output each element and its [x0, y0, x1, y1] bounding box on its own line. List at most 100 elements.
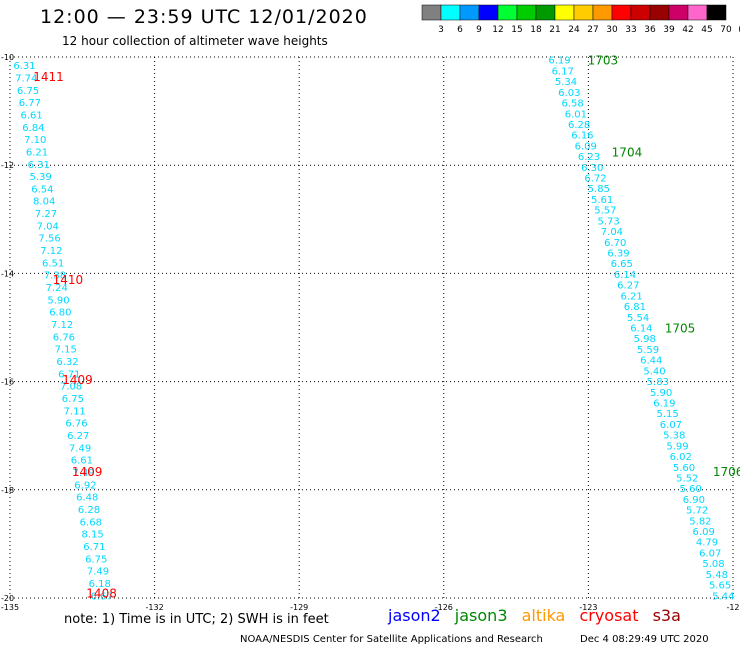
swh-value-jason3: 6.58 — [561, 99, 583, 110]
swh-value-cryosat: 6.67 — [90, 591, 112, 602]
swh-value-jason3: 6.17 — [552, 66, 574, 77]
swh-value-jason3: 6.39 — [607, 249, 629, 260]
credit-line: NOAA/NESDIS Center for Satellite Applica… — [240, 634, 543, 645]
swh-value-jason3: 5.99 — [666, 441, 688, 452]
swh-value-jason3: 5.82 — [689, 516, 711, 527]
color-scale-label: 21 — [549, 25, 560, 35]
units-note: note: 1) Time is in UTC; 2) SWH is in fe… — [64, 612, 329, 627]
y-tick-label: -18 — [1, 486, 14, 495]
pass-label-jason3: 1705 — [665, 322, 696, 336]
swh-value-jason3: 5.52 — [676, 473, 698, 484]
swh-value-jason3: 5.15 — [657, 409, 679, 420]
swh-value-cryosat: 6.92 — [74, 480, 96, 491]
swh-value-cryosat: 6.76 — [65, 419, 87, 430]
x-tick-label: -123 — [579, 603, 597, 612]
swh-value-cryosat: 7.49 — [87, 567, 109, 578]
generation-timestamp: Dec 4 08:29:49 UTC 2020 — [580, 634, 709, 645]
swh-value-jason3: 6.65 — [611, 259, 633, 270]
swh-value-cryosat: 6.31 — [28, 160, 50, 171]
legend-altika: altika — [521, 606, 566, 625]
swh-value-cryosat: 6.71 — [83, 542, 105, 553]
swh-value-jason3: 6.19 — [653, 398, 675, 409]
color-scale-label: 45 — [701, 25, 712, 35]
swh-value-jason3: 5.40 — [643, 366, 665, 377]
color-scale-label: 30 — [606, 25, 618, 35]
color-scale-label: 12 — [492, 25, 503, 35]
color-scale-label: 3 — [438, 25, 444, 35]
swh-value-jason3: 6.90 — [683, 495, 705, 506]
swh-value-jason3: 5.34 — [555, 77, 577, 88]
color-scale-label: 9 — [476, 25, 482, 35]
swh-value-cryosat: 7.12 — [40, 246, 62, 257]
swh-value-cryosat: 6.75 — [85, 554, 107, 565]
swh-value-cryosat: 7.11 — [64, 406, 86, 417]
legend-jason2: jason2 — [388, 606, 441, 625]
color-scale-label: 70 — [720, 25, 732, 35]
x-tick-label: -135 — [1, 603, 19, 612]
swh-value-jason3: 5.60 — [673, 463, 695, 474]
swh-value-cryosat: 6.51 — [42, 258, 64, 269]
swh-value-cryosat: 6.27 — [67, 431, 89, 442]
swh-value-cryosat: 8.15 — [81, 530, 103, 541]
swh-value-jason3: 5.48 — [706, 570, 728, 581]
swh-value-jason3: 5.61 — [591, 195, 613, 206]
swh-value-jason3: 6.21 — [620, 291, 642, 302]
swh-value-jason3: 5.65 — [709, 581, 731, 592]
color-scale-label: 24 — [568, 25, 580, 35]
swh-value-jason3: 6.70 — [604, 238, 626, 249]
swh-value-cryosat: 6.32 — [56, 357, 78, 368]
swh-value-jason3: 5.08 — [702, 559, 724, 570]
swh-value-cryosat: 6.75 — [17, 86, 39, 97]
x-tick-label: -126 — [435, 603, 453, 612]
pass-label-cryosat: 1408 — [86, 587, 117, 601]
pass-label-cryosat: 1411 — [33, 70, 64, 84]
swh-value-cryosat: 7.49 — [69, 443, 91, 454]
swh-value-cryosat: 7.15 — [55, 345, 77, 356]
swh-value-jason3: 7.04 — [601, 227, 623, 238]
swh-value-jason3: 5.60 — [679, 484, 701, 495]
swh-value-cryosat: 6.75 — [62, 394, 84, 405]
satellite-legend: jason2 jason3 altika cryosat s3a — [388, 606, 690, 625]
pass-label-cryosat: 1409 — [72, 465, 103, 479]
swh-value-jason3: 5.98 — [634, 334, 656, 345]
swh-value-cryosat: 6.76 — [53, 332, 75, 343]
swh-value-jason3: 5.72 — [686, 506, 708, 517]
legend-jason3: jason3 — [454, 606, 508, 625]
pass-label-jason3: 1706 — [713, 465, 740, 479]
chart-subtitle: 12 hour collection of altimeter wave hei… — [62, 34, 328, 48]
color-scale-label: 39 — [663, 25, 675, 35]
color-scale-label: 36 — [644, 25, 656, 35]
swh-value-jason3: 5.57 — [594, 206, 616, 217]
swh-value-jason3: 6.28 — [568, 120, 590, 131]
color-scale-label: 42 — [682, 25, 693, 35]
swh-value-jason3: 6.14 — [614, 270, 636, 281]
chart-title: 12:00 — 23:59 UTC 12/01/2020 — [40, 6, 368, 28]
swh-value-cryosat: 6.61 — [71, 456, 93, 467]
x-tick-label: -129 — [290, 603, 308, 612]
swh-value-cryosat: 6.28 — [78, 505, 100, 516]
swh-value-jason3: 6.81 — [624, 302, 646, 313]
swh-value-jason3: 5.90 — [650, 388, 672, 399]
swh-value-jason3: 6.09 — [693, 527, 715, 538]
pass-label-jason3: 1703 — [588, 54, 619, 68]
swh-value-cryosat: 6.18 — [89, 579, 111, 590]
swh-value-cryosat: 6.71 — [58, 369, 80, 380]
color-scale-label: 15 — [511, 25, 522, 35]
swh-value-jason3: 6.02 — [670, 452, 692, 463]
swh-value-cryosat: 7.04 — [37, 221, 59, 232]
swh-value-cryosat: 7.12 — [51, 320, 73, 331]
swh-value-cryosat: 7.27 — [35, 209, 57, 220]
swh-value-cryosat: 7.74 — [15, 73, 37, 84]
swh-value-cryosat: 7.08 — [60, 382, 82, 393]
swh-value-jason3: 5.38 — [663, 431, 685, 442]
swh-value-jason3: 6.16 — [571, 131, 593, 142]
color-scale-label: 33 — [625, 25, 636, 35]
color-scale-label: 18 — [530, 25, 542, 35]
swh-value-cryosat: 7.49 — [73, 468, 95, 479]
swh-value-jason3: 5.85 — [588, 184, 610, 195]
swh-value-jason3: 6.44 — [640, 356, 662, 367]
swh-value-jason3: 5.59 — [637, 345, 659, 356]
swh-value-jason3: 5.73 — [598, 216, 620, 227]
swh-value-jason3: 5.83 — [647, 377, 669, 388]
x-tick-label: -132 — [146, 603, 164, 612]
